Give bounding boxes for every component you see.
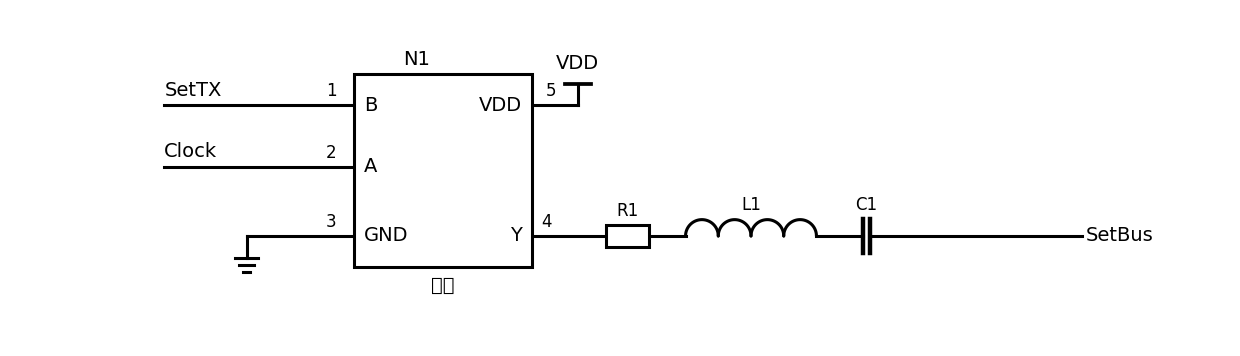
Text: GND: GND bbox=[363, 226, 408, 246]
Text: 1: 1 bbox=[326, 83, 337, 100]
Text: 与门: 与门 bbox=[432, 276, 455, 295]
Text: L1: L1 bbox=[742, 196, 761, 214]
Text: B: B bbox=[363, 96, 377, 115]
Text: A: A bbox=[363, 157, 377, 176]
Text: VDD: VDD bbox=[557, 54, 599, 73]
Bar bbox=[606, 225, 650, 247]
Text: Clock: Clock bbox=[164, 142, 217, 161]
Text: 3: 3 bbox=[326, 213, 337, 231]
Text: SetBus: SetBus bbox=[1086, 226, 1153, 246]
Text: Y: Y bbox=[511, 226, 522, 246]
Text: N1: N1 bbox=[403, 50, 430, 69]
Text: R1: R1 bbox=[616, 202, 639, 220]
Text: C1: C1 bbox=[856, 196, 878, 214]
Text: VDD: VDD bbox=[479, 96, 522, 115]
Text: 5: 5 bbox=[546, 83, 556, 100]
Text: SetTX: SetTX bbox=[164, 81, 222, 100]
Text: 4: 4 bbox=[541, 213, 552, 231]
Text: 2: 2 bbox=[326, 144, 337, 162]
Bar bbox=[355, 74, 532, 267]
